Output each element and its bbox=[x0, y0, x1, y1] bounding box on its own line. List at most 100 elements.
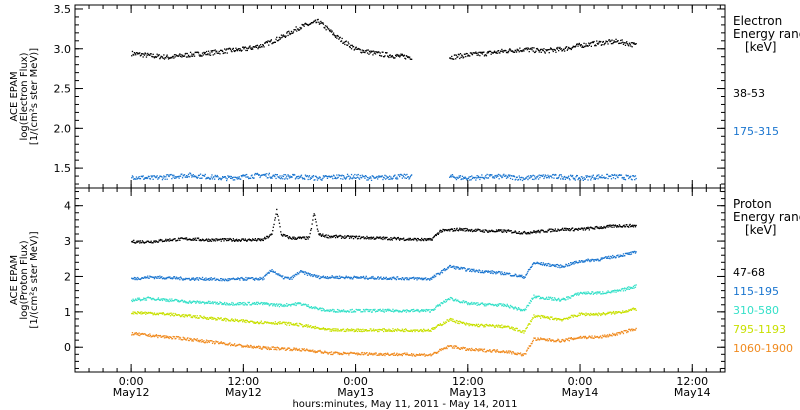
data-point bbox=[511, 232, 513, 234]
data-point bbox=[422, 277, 424, 280]
data-point bbox=[320, 310, 323, 312]
data-point bbox=[565, 299, 567, 301]
data-point bbox=[318, 176, 321, 178]
data-point bbox=[496, 272, 498, 274]
data-point bbox=[310, 177, 312, 179]
data-point bbox=[193, 338, 195, 340]
data-point bbox=[336, 328, 338, 330]
data-point bbox=[152, 276, 154, 279]
data-point bbox=[165, 300, 167, 302]
data-point bbox=[416, 279, 418, 281]
data-point bbox=[296, 302, 299, 304]
data-point bbox=[370, 352, 373, 355]
data-point bbox=[473, 268, 475, 270]
data-point bbox=[430, 277, 432, 279]
data-point bbox=[374, 352, 377, 354]
data-point bbox=[544, 51, 546, 53]
data-point bbox=[347, 329, 349, 331]
data-point bbox=[574, 177, 576, 180]
data-point bbox=[270, 177, 272, 179]
data-point bbox=[192, 174, 194, 176]
data-point bbox=[171, 277, 173, 279]
data-point bbox=[547, 229, 549, 231]
data-point bbox=[527, 47, 529, 49]
data-point bbox=[400, 278, 402, 280]
data-point bbox=[559, 174, 561, 176]
data-point bbox=[564, 265, 566, 267]
data-point bbox=[608, 255, 610, 257]
data-point bbox=[217, 278, 219, 280]
data-point bbox=[547, 298, 549, 300]
data-point bbox=[162, 240, 164, 242]
data-point bbox=[301, 271, 303, 273]
data-point bbox=[245, 239, 247, 241]
data-point bbox=[185, 176, 187, 178]
data-point bbox=[343, 176, 345, 178]
data-point bbox=[181, 279, 184, 281]
data-point bbox=[221, 49, 223, 52]
data-point bbox=[587, 179, 589, 181]
data-point bbox=[603, 312, 605, 315]
data-point bbox=[537, 178, 540, 180]
data-point bbox=[569, 230, 571, 232]
data-point bbox=[397, 353, 399, 355]
data-point bbox=[440, 302, 442, 304]
data-point bbox=[389, 54, 391, 56]
data-point bbox=[206, 53, 208, 56]
data-point bbox=[149, 275, 151, 277]
data-point bbox=[226, 179, 228, 182]
legend-title-1-0: Proton bbox=[733, 197, 772, 211]
data-point bbox=[572, 174, 574, 177]
data-point bbox=[626, 252, 628, 254]
data-point bbox=[580, 261, 582, 263]
data-point bbox=[278, 321, 280, 323]
data-point bbox=[186, 176, 188, 178]
data-point bbox=[248, 321, 250, 323]
data-point bbox=[291, 303, 293, 305]
data-point bbox=[507, 176, 509, 179]
data-point bbox=[232, 240, 234, 242]
data-point bbox=[280, 304, 282, 306]
data-point bbox=[281, 276, 283, 278]
data-point bbox=[288, 277, 290, 279]
data-point bbox=[356, 174, 358, 176]
data-point bbox=[211, 51, 213, 53]
data-point bbox=[282, 34, 285, 36]
data-point bbox=[493, 230, 495, 233]
data-point bbox=[167, 312, 169, 315]
data-point bbox=[219, 279, 221, 282]
data-point bbox=[292, 31, 295, 33]
data-point bbox=[332, 352, 335, 354]
data-point bbox=[461, 229, 463, 231]
data-point bbox=[463, 228, 466, 230]
data-point bbox=[234, 50, 236, 52]
data-point bbox=[375, 310, 377, 312]
data-point bbox=[314, 274, 316, 276]
data-point bbox=[289, 33, 291, 36]
data-point bbox=[137, 241, 139, 243]
data-point bbox=[515, 327, 518, 329]
data-point bbox=[450, 297, 452, 299]
data-point bbox=[437, 324, 439, 326]
data-point bbox=[586, 259, 588, 261]
data-point bbox=[493, 325, 495, 327]
data-point bbox=[532, 50, 534, 52]
data-point bbox=[505, 231, 508, 233]
data-point bbox=[240, 240, 242, 242]
data-point bbox=[180, 54, 182, 56]
data-point bbox=[236, 304, 238, 306]
data-point bbox=[265, 175, 267, 177]
data-point bbox=[260, 277, 262, 279]
data-point bbox=[403, 278, 405, 281]
data-point bbox=[622, 253, 625, 255]
data-point bbox=[505, 174, 507, 176]
data-point bbox=[281, 305, 283, 307]
data-point bbox=[330, 328, 332, 330]
data-point bbox=[290, 305, 292, 307]
data-point bbox=[281, 36, 283, 39]
data-point bbox=[230, 239, 232, 241]
data-point bbox=[634, 224, 636, 227]
data-point bbox=[425, 310, 427, 313]
data-point bbox=[213, 301, 215, 303]
data-point bbox=[334, 176, 337, 179]
